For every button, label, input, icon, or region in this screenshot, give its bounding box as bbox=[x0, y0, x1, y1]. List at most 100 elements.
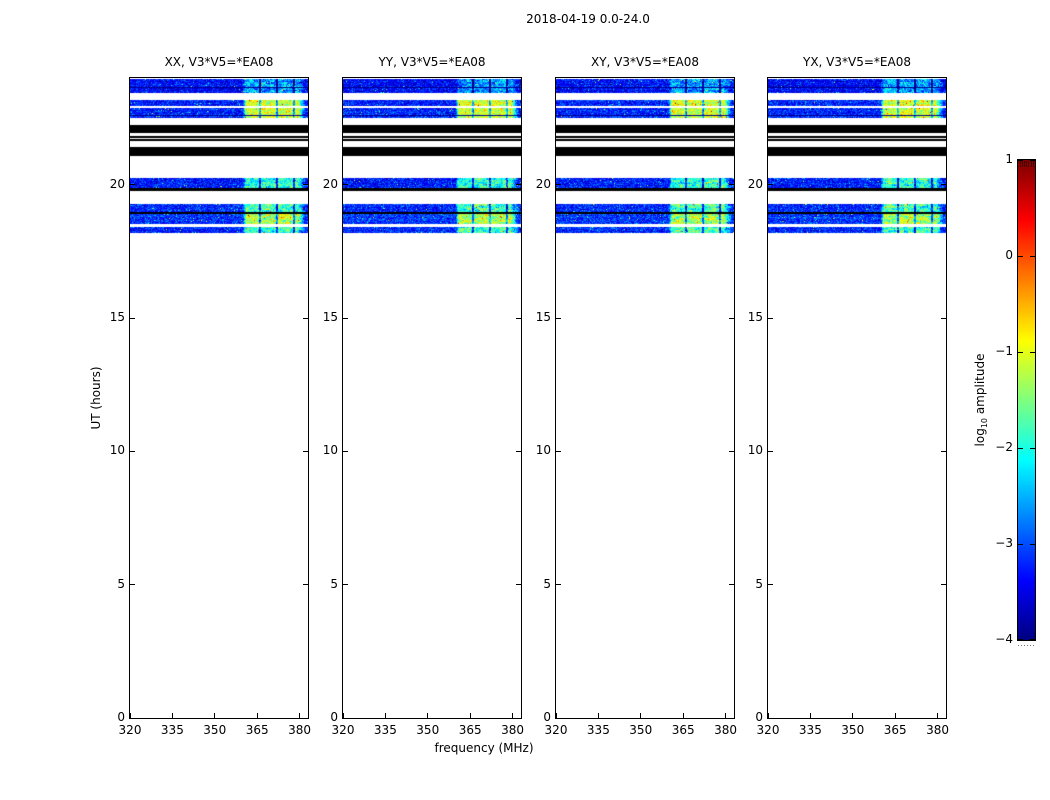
x-tick-label: 365 bbox=[245, 723, 269, 737]
x-tick-label: 320 bbox=[331, 723, 355, 737]
y-tick-mark bbox=[941, 317, 946, 319]
panel-title-yx: YX, V3*V5=*EA08 bbox=[803, 55, 911, 69]
x-tick-label: 335 bbox=[586, 723, 610, 737]
y-tick-label: 20 bbox=[747, 176, 763, 191]
y-tick-label: 5 bbox=[755, 576, 763, 591]
x-tick-label: 320 bbox=[544, 723, 568, 737]
spectrogram-canvas-xx bbox=[130, 78, 308, 718]
y-tick-mark bbox=[130, 717, 135, 719]
colorbar-tick-label: 1 bbox=[1005, 152, 1013, 166]
colorbar-tick-mark bbox=[1030, 159, 1035, 161]
x-tick-label: 320 bbox=[756, 723, 780, 737]
y-tick-mark bbox=[556, 317, 561, 319]
y-tick-mark bbox=[343, 717, 348, 719]
y-tick-label: 5 bbox=[543, 576, 551, 591]
y-tick-mark bbox=[729, 317, 734, 319]
spectrogram-canvas-xy bbox=[556, 78, 734, 718]
y-tick-mark bbox=[303, 717, 308, 719]
colorbar-tick-label: −2 bbox=[995, 440, 1013, 454]
y-tick-mark bbox=[556, 584, 561, 586]
x-tick-mark bbox=[725, 713, 727, 718]
x-tick-label: 380 bbox=[714, 723, 737, 737]
x-tick-mark bbox=[299, 713, 301, 718]
x-tick-mark bbox=[427, 713, 429, 718]
colorbar-overflow-hatch bbox=[1032, 161, 1034, 167]
x-tick-label: 350 bbox=[203, 723, 227, 737]
x-tick-label: 335 bbox=[373, 723, 397, 737]
y-tick-mark bbox=[516, 584, 521, 586]
y-tick-label: 20 bbox=[109, 176, 125, 191]
colorbar-overflow-hatch bbox=[1028, 161, 1030, 167]
y-tick-mark bbox=[303, 184, 308, 186]
x-tick-mark bbox=[937, 713, 939, 718]
x-tick-label: 320 bbox=[118, 723, 142, 737]
x-tick-mark bbox=[809, 713, 811, 718]
colorbar-tick-mark bbox=[1018, 447, 1023, 449]
y-tick-mark bbox=[729, 717, 734, 719]
colorbar-overflow-hatch bbox=[1026, 161, 1028, 167]
y-tick-mark bbox=[941, 584, 946, 586]
x-tick-label: 335 bbox=[798, 723, 822, 737]
y-tick-mark bbox=[729, 584, 734, 586]
y-tick-mark bbox=[343, 317, 348, 319]
y-tick-mark bbox=[556, 450, 561, 452]
x-tick-mark bbox=[682, 713, 684, 718]
spectrogram-canvas-yy bbox=[343, 78, 521, 718]
y-tick-label: 0 bbox=[543, 710, 551, 724]
y-tick-mark bbox=[768, 450, 773, 452]
panel-title-yy: YY, V3*V5=*EA08 bbox=[378, 55, 486, 69]
x-tick-label: 365 bbox=[883, 723, 907, 737]
y-tick-mark bbox=[130, 584, 135, 586]
y-tick-mark bbox=[303, 584, 308, 586]
panel-yy: YY, V3*V5=*EA08 20 15 10 5 0 320 335 350 365 380 bbox=[323, 55, 524, 737]
colorbar-tick-label: −4 bbox=[995, 632, 1013, 646]
colorbar-tick-label: −3 bbox=[995, 536, 1013, 550]
y-tick-label: 10 bbox=[535, 443, 551, 458]
y-tick-mark bbox=[130, 184, 135, 186]
y-tick-mark bbox=[768, 184, 773, 186]
x-tick-mark bbox=[214, 713, 216, 718]
x-tick-label: 365 bbox=[458, 723, 482, 737]
x-tick-mark bbox=[894, 713, 896, 718]
y-tick-mark bbox=[130, 317, 135, 319]
x-tick-label: 380 bbox=[926, 723, 949, 737]
colorbar: 1 0 −1 −2 −3 −4 bbox=[995, 152, 1036, 646]
y-tick-mark bbox=[303, 450, 308, 452]
x-tick-mark bbox=[171, 713, 173, 718]
figure-title: 2018-04-19 0.0-24.0 bbox=[526, 12, 650, 26]
y-tick-mark bbox=[941, 184, 946, 186]
colorbar-label-prefix: log bbox=[972, 428, 987, 447]
colorbar-tick-mark bbox=[1030, 255, 1035, 257]
y-tick-label: 0 bbox=[117, 710, 125, 724]
spectrogram-canvas-yx bbox=[768, 78, 946, 718]
x-tick-label: 335 bbox=[160, 723, 184, 737]
y-tick-label: 20 bbox=[535, 176, 551, 191]
colorbar-tick-mark bbox=[1018, 638, 1023, 640]
colorbar-tick-label: 0 bbox=[1005, 248, 1013, 262]
colorbar-tick-mark bbox=[1030, 447, 1035, 449]
y-tick-label: 0 bbox=[755, 710, 763, 724]
y-tick-mark bbox=[303, 317, 308, 319]
colorbar-tick-mark bbox=[1030, 351, 1035, 353]
y-tick-mark bbox=[516, 717, 521, 719]
y-tick-label: 15 bbox=[322, 310, 338, 324]
x-tick-label: 365 bbox=[671, 723, 695, 737]
y-tick-mark bbox=[516, 317, 521, 319]
y-tick-mark bbox=[729, 184, 734, 186]
y-tick-label: 20 bbox=[322, 176, 338, 191]
x-axis-label: frequency (MHz) bbox=[434, 741, 534, 755]
y-tick-mark bbox=[556, 717, 561, 719]
x-tick-mark bbox=[597, 713, 599, 718]
y-tick-label: 10 bbox=[109, 443, 125, 458]
colorbar-gradient-canvas bbox=[1018, 160, 1035, 640]
colorbar-tick-mark bbox=[1030, 638, 1035, 640]
y-tick-mark bbox=[130, 450, 135, 452]
colorbar-tick-mark bbox=[1018, 255, 1023, 257]
x-tick-mark bbox=[342, 713, 344, 718]
y-tick-mark bbox=[516, 184, 521, 186]
y-tick-label: 15 bbox=[747, 310, 763, 324]
x-tick-mark bbox=[512, 713, 514, 718]
colorbar-tick-mark bbox=[1018, 543, 1023, 545]
y-tick-mark bbox=[343, 184, 348, 186]
